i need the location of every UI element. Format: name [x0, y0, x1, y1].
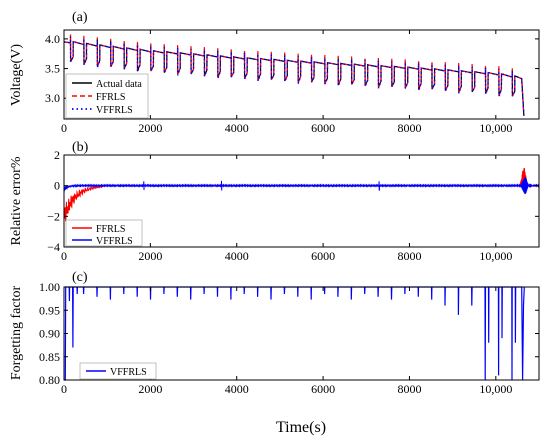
x-tick-label: 6000 [311, 121, 335, 135]
panel-c-ylabel: Forgetting factor [9, 286, 24, 381]
x-tick-label: 2000 [138, 382, 162, 396]
x-tick-label: 0 [61, 249, 67, 263]
ffrls-line [63, 33, 525, 117]
panel-a-plot [63, 33, 525, 117]
legend-label-b-ffrls: FFRLS [96, 224, 125, 235]
panel-c-axes: 0 2000 4000 6000 8000 10,000 0.80 0.85 0.90 0.95 1… [39, 280, 539, 396]
y-tick-label: 0 [54, 179, 60, 193]
x-tick-label: 6000 [311, 382, 335, 396]
panel-a-label: (a) [72, 10, 88, 25]
y-tick-label: 0.95 [39, 303, 60, 317]
x-tick-label: 6000 [311, 249, 335, 263]
legend-label-actual: Actual data [96, 79, 142, 90]
x-tick-label: 8000 [397, 249, 421, 263]
panel-c-label: (c) [72, 270, 88, 285]
x-tick-label: 10,000 [479, 249, 512, 263]
panel-a-ylabel: Voltage(V) [9, 44, 24, 106]
x-axis-title: Time(s) [276, 419, 326, 436]
legend-label-vffrls: VFFRLS [96, 105, 133, 116]
vffrls-line [63, 36, 525, 117]
y-tick-label: 0.85 [39, 350, 60, 364]
y-tick-label: −4 [47, 240, 60, 254]
vffrls-error-line [63, 177, 540, 194]
panel-b-plot [63, 167, 540, 222]
panel-b-legend-box [65, 219, 143, 247]
legend-label-c-vffrls: VFFRLS [110, 367, 147, 378]
x-tick-label: 10,000 [479, 382, 512, 396]
panel-c: (c) 0 2000 4000 6000 8000 10,0000.800.850.900… [9, 270, 540, 396]
ffrls-error-line [63, 167, 540, 222]
legend-label-b-vffrls: VFFRLS [96, 236, 133, 247]
x-tick-label: 4000 [225, 382, 249, 396]
x-tick-label: 2000 [138, 121, 162, 135]
x-tick-label: 4000 [225, 249, 249, 263]
y-tick-label: −2 [47, 209, 60, 223]
y-tick-label: 0.90 [39, 327, 60, 341]
x-tick-label: 10,000 [479, 121, 512, 135]
y-tick-label: 2 [54, 148, 60, 162]
x-tick-label: 8000 [397, 121, 421, 135]
y-tick-label: 4.0 [45, 32, 60, 46]
panel-b: (b) 0 2000 4000 6000 8000 10,000 −4 −2 0 2 Relati… [9, 140, 540, 263]
y-tick-label: 0.80 [39, 373, 60, 387]
panel-a-frame [63, 29, 540, 120]
panel-b-legend: FFRLS VFFRLS [65, 219, 143, 247]
panel-a-axes: 0 2000 4000 6000 8000 10,000 3.0 3.5 4.0 [45, 30, 539, 135]
y-tick-label: 1.00 [39, 280, 60, 294]
x-tick-label: 0 [61, 382, 67, 396]
x-tick-label: 2000 [138, 249, 162, 263]
x-tick-label: 4000 [225, 121, 249, 135]
x-tick-label: 8000 [397, 382, 421, 396]
panel-c-legend-box [79, 362, 157, 380]
panel-a: (a) 0 2000 4000 6000 8000 10,000 3.0 3.5 4.0 Vol… [9, 10, 540, 135]
panel-c-legend: VFFRLS [79, 362, 157, 380]
y-tick-label: 3.0 [45, 91, 60, 105]
y-tick-label: 3.5 [45, 62, 60, 76]
x-tick-label: 0 [61, 121, 67, 135]
panel-b-label: (b) [72, 140, 89, 155]
panel-b-frame [63, 154, 540, 248]
panel-b-axes: 0 2000 4000 6000 8000 10,000 −4 −2 0 2 [47, 148, 539, 263]
panel-a-legend: Actual data FFRLS VFFRLS [65, 73, 149, 119]
legend-label-ffrls: FFRLS [96, 92, 125, 103]
panel-b-ylabel: Relative error% [9, 156, 24, 245]
panel-a-legend-box [65, 73, 149, 119]
